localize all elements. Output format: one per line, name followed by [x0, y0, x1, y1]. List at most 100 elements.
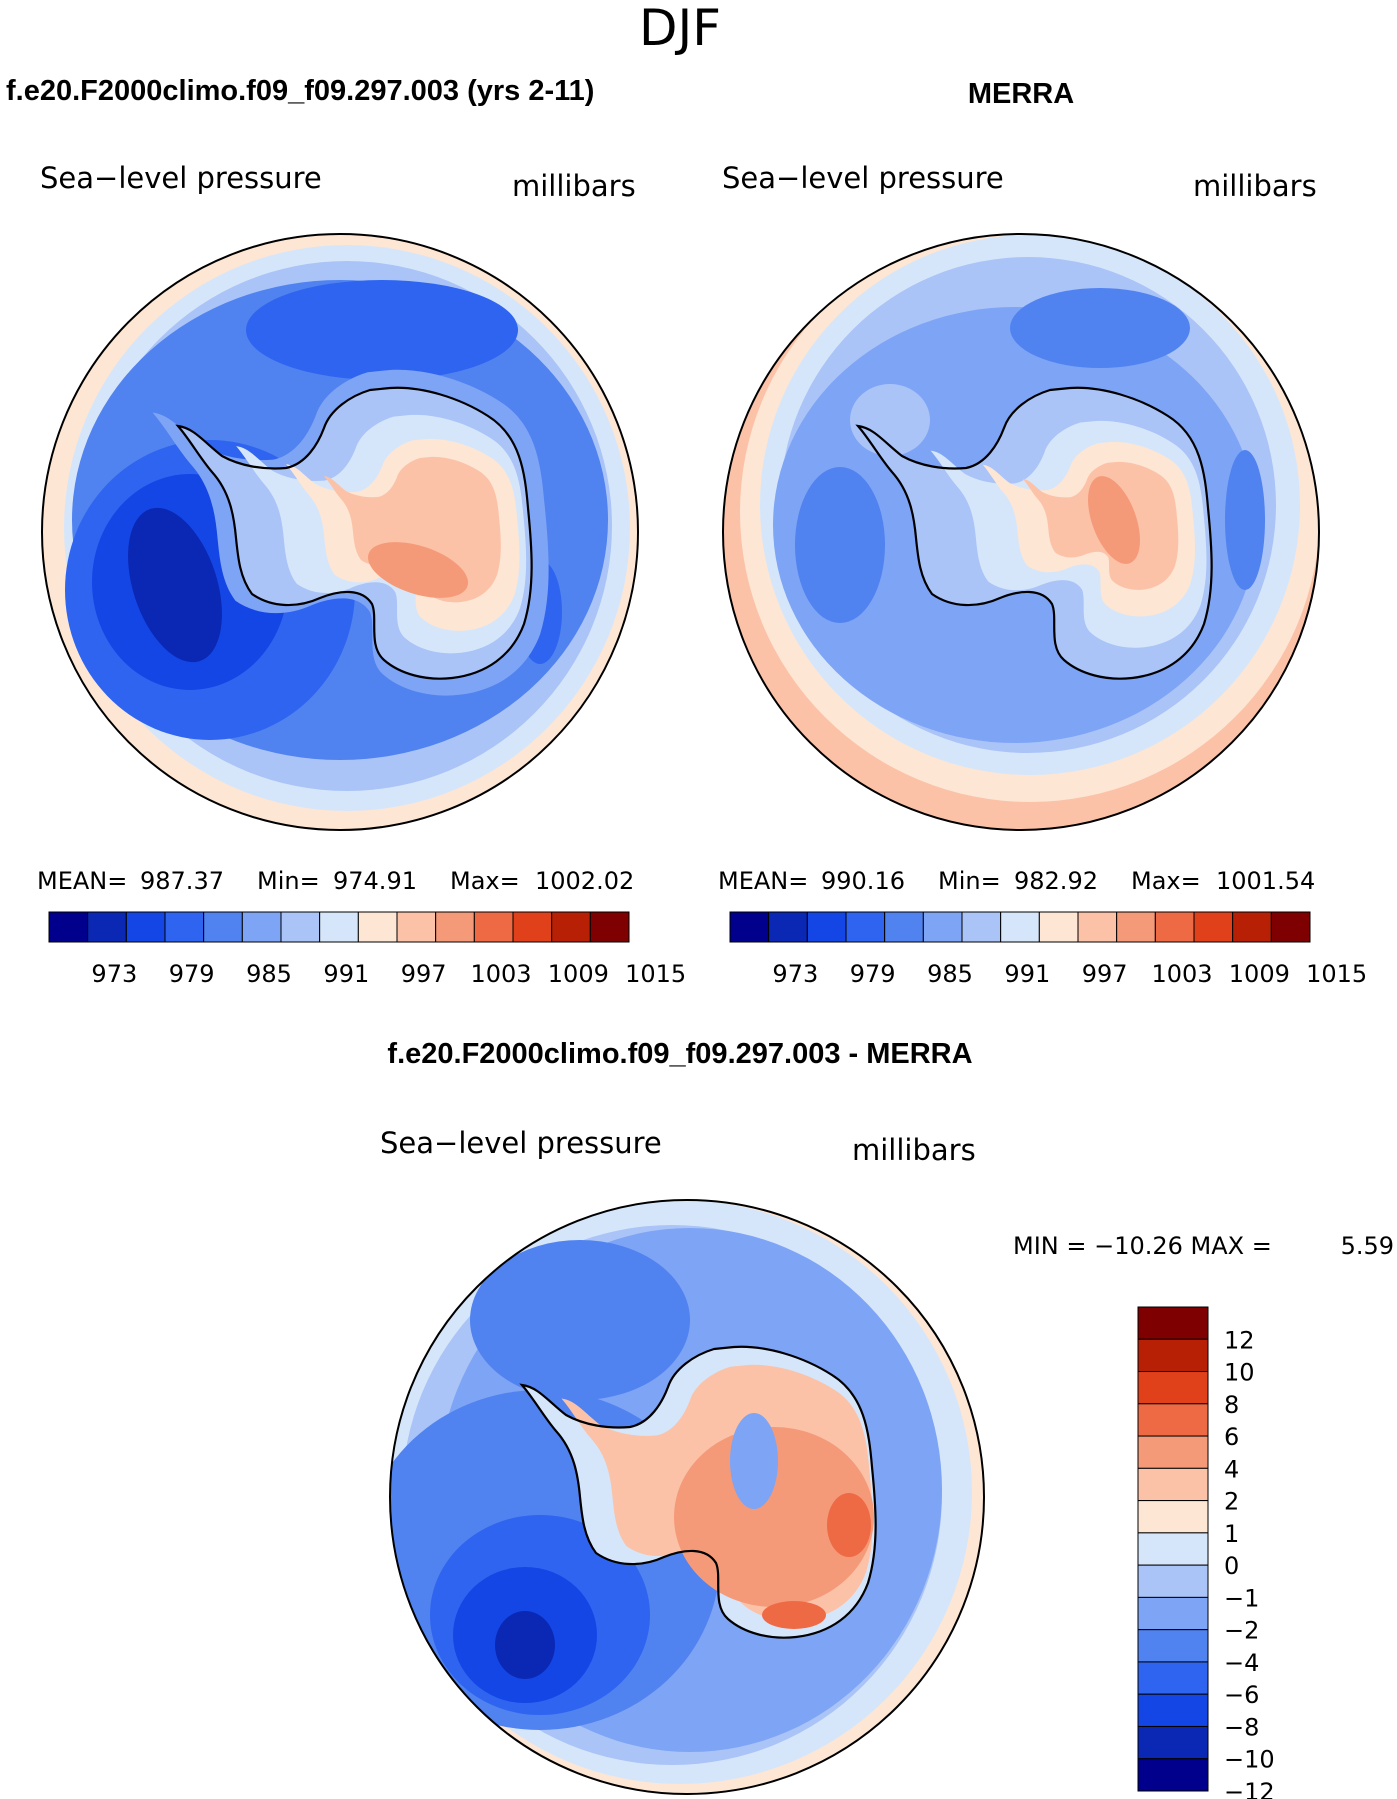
colorbar-model-swatch [87, 911, 127, 943]
colorbar-obs-swatch [768, 911, 808, 943]
colorbar-diff-swatch [1137, 1725, 1209, 1760]
colorbar-model-swatch [473, 911, 514, 943]
colorbar-model-label: 973 [91, 960, 137, 988]
model-max-label: Max= [450, 867, 520, 895]
colorbar-diff-label: −12 [1224, 1778, 1275, 1799]
colorbar-obs-label: 1003 [1151, 960, 1212, 988]
map-obs-border [722, 233, 1320, 831]
colorbar-obs-swatch [1116, 911, 1156, 943]
colorbar-diff-label: −1 [1224, 1584, 1259, 1612]
colorbar-obs-swatch [1038, 911, 1079, 943]
colorbar-obs-swatch [729, 911, 770, 943]
colorbar-obs-swatch [845, 911, 886, 943]
colorbar-model-label: 985 [246, 960, 292, 988]
colorbar-diff-label: −8 [1224, 1713, 1259, 1741]
colorbar-obs-swatch [961, 911, 1002, 943]
colorbar-model-swatch [319, 911, 359, 943]
map-model-border [41, 233, 639, 831]
colorbar-obs-swatch [1077, 911, 1118, 943]
obs-min-value: 982.92 [1014, 867, 1098, 895]
panel-diff-variable: Sea−level pressure [380, 1126, 662, 1160]
map-model [42, 234, 638, 830]
panel-obs-variable: Sea−level pressure [722, 161, 1004, 195]
antarctica-model-high [367, 542, 469, 598]
colorbar-obs-swatch [1000, 911, 1040, 943]
colorbar-diff-swatch [1137, 1596, 1209, 1631]
colorbar-diff-swatch [1137, 1564, 1209, 1598]
map-diff-border [389, 1199, 985, 1795]
colorbar-obs-swatch [806, 911, 847, 943]
colorbar-diff-swatch [1137, 1467, 1209, 1502]
colorbar-obs-label: 1009 [1229, 960, 1290, 988]
panel-diff-header: f.e20.F2000climo.f09_f09.297.003 - MERRA [387, 1038, 972, 1070]
colorbar-model-label: 1015 [625, 960, 686, 988]
colorbar-model-swatch [48, 911, 89, 943]
colorbar-model-label: 997 [401, 960, 447, 988]
colorbar-obs-swatch [1154, 911, 1195, 943]
colorbar-diff-swatch [1137, 1532, 1209, 1566]
obs-max-value: 1001.54 [1216, 867, 1315, 895]
colorbar-model-swatch [551, 911, 591, 943]
antarctica-obs-high [1088, 476, 1140, 564]
map-diff-low-center [495, 1611, 555, 1679]
colorbar-model-label: 1003 [470, 960, 531, 988]
colorbar-model-label: 979 [169, 960, 215, 988]
colorbar-diff-swatch [1137, 1403, 1209, 1437]
panel-model-units: millibars [512, 169, 636, 203]
colorbar-model-swatch [396, 911, 437, 943]
model-min-value: 974.91 [333, 867, 417, 895]
map-obs-low-amundsen [795, 467, 885, 623]
map-model-low-pacific [246, 280, 518, 380]
panel-obs: MERRA Sea−level pressure millibars MEAN= [718, 78, 1367, 988]
colorbar-obs-swatch [1193, 911, 1234, 943]
panel-model: f.e20.F2000climo.f09_f09.297.003 (yrs 2-… [6, 75, 686, 988]
model-mean-value: 987.37 [140, 867, 224, 895]
map-obs [723, 234, 1319, 830]
colorbar-diff-label: −10 [1224, 1746, 1275, 1774]
model-mean-label: MEAN= [37, 867, 127, 895]
colorbar-model-swatch [589, 911, 630, 943]
colorbar-diff-swatch [1137, 1371, 1209, 1405]
colorbar-obs-label: 1015 [1306, 960, 1367, 988]
colorbar-model-label: 991 [323, 960, 369, 988]
colorbar-obs-swatch [1232, 911, 1272, 943]
map-diff [390, 1200, 984, 1794]
colorbar-diff-swatch [1137, 1758, 1209, 1792]
colorbar-model: 973 979 985 991 997 1003 1009 1015 [48, 911, 686, 988]
colorbar-diff-label: 10 [1224, 1359, 1255, 1387]
colorbar-diff-swatch [1137, 1435, 1209, 1469]
colorbar-diff-swatch [1137, 1338, 1209, 1373]
panel-model-header: f.e20.F2000climo.f09_f09.297.003 (yrs 2-… [6, 75, 594, 107]
model-max-value: 1002.02 [535, 867, 634, 895]
map-obs-low-pacific [1010, 288, 1190, 368]
colorbar-model-swatch [125, 911, 166, 943]
colorbar-diff-swatch [1137, 1500, 1209, 1534]
colorbar-diff-label: −4 [1224, 1649, 1259, 1677]
panel-diff: f.e20.F2000climo.f09_f09.297.003 - MERRA… [380, 1038, 1394, 1799]
colorbar-obs-label: 991 [1004, 960, 1050, 988]
diff-range-text: MIN = −10.26 MAX = [1013, 1232, 1272, 1260]
antarctica-diff-plateau [674, 1427, 874, 1607]
colorbar-model-swatch [435, 911, 475, 943]
colorbar-model-swatch [512, 911, 553, 943]
colorbar-model-swatch [241, 911, 282, 943]
panel-obs-header: MERRA [968, 78, 1074, 110]
colorbar-diff-label: 0 [1224, 1552, 1239, 1580]
colorbar-diff-label: 8 [1224, 1391, 1239, 1419]
colorbar-obs-label: 973 [772, 960, 818, 988]
map-obs-low-weddell [1225, 450, 1265, 590]
colorbar-model-swatch [203, 911, 243, 943]
diff-range-max: 5.59 [1341, 1232, 1394, 1260]
figure-title: DJF [639, 0, 721, 57]
colorbar-diff-swatch [1137, 1306, 1209, 1340]
obs-mean-label: MEAN= [718, 867, 808, 895]
panel-obs-units: millibars [1193, 169, 1317, 203]
map-diff-low-pacific [470, 1240, 690, 1400]
colorbar-diff-label: 1 [1224, 1520, 1239, 1548]
colorbar-obs-swatch [1270, 911, 1311, 943]
panel-model-variable: Sea−level pressure [40, 161, 322, 195]
colorbar-diff-label: −6 [1224, 1681, 1259, 1709]
colorbar-diff-label: 4 [1224, 1455, 1239, 1483]
colorbar-model-label: 1009 [548, 960, 609, 988]
